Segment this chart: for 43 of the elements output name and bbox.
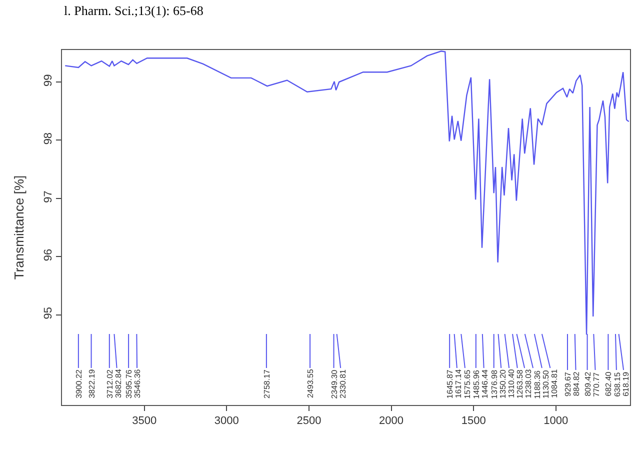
y-tick-label: 97 (42, 190, 55, 203)
x-tick-label: 3500 (132, 415, 157, 428)
y-tick-label: 95 (42, 307, 55, 320)
annotation: 682.40 (604, 371, 614, 396)
annotation: 1617.14 (454, 368, 464, 398)
annotation: 1130.50 (541, 370, 550, 398)
y-tick-label: 98 (42, 132, 55, 145)
annotation: 3546.36 (133, 368, 142, 398)
x-tick-label: 2000 (379, 415, 404, 428)
annotation: 3900.22 (74, 368, 84, 398)
annotation: 2349.30 (330, 369, 339, 399)
annotation: 1575.65 (462, 369, 472, 399)
annotation: 3712.02 (105, 368, 114, 398)
annotation: 1263.58 (516, 369, 525, 399)
annotation: 3595.76 (124, 369, 134, 399)
annotation: 929.67 (563, 371, 572, 396)
y-tick-label: 96 (42, 248, 55, 262)
x-tick-label: 3000 (214, 415, 239, 428)
annotation: 2493.55 (306, 368, 316, 398)
annotation: 1376.98 (490, 369, 499, 399)
annotation: 618.19 (621, 371, 630, 396)
annotation: 2330.81 (338, 368, 348, 398)
x-tick-label: 1000 (544, 415, 568, 428)
annotation: 1446.44 (480, 369, 490, 399)
annotation: 884.82 (572, 371, 582, 396)
annotation: 2758.17 (262, 368, 272, 398)
y-axis-title: Transmittance [%] (12, 175, 27, 280)
annotation: 1350.20 (498, 368, 508, 398)
annotation: 1238.03 (524, 368, 534, 398)
annotation: 1485.96 (472, 369, 481, 399)
text: l. Pharm. Sci.;13(1): 65-68 (64, 3, 204, 18)
annotation: 1645.87 (446, 369, 455, 399)
annotation: 1084.81 (550, 368, 560, 398)
x-tick-label: 1500 (461, 415, 486, 428)
x-tick-label: 2500 (296, 415, 322, 428)
annotation: 1310.40 (507, 368, 516, 398)
annotation: 770.77 (592, 372, 601, 397)
annotation: 3682.84 (114, 368, 124, 398)
annotation: 3822.19 (87, 368, 96, 398)
annotation: 809.42 (583, 371, 592, 396)
y-tick-label: 99 (42, 74, 55, 86)
annotation: 638.15 (612, 372, 622, 397)
annotation: 1188.36 (532, 370, 542, 399)
